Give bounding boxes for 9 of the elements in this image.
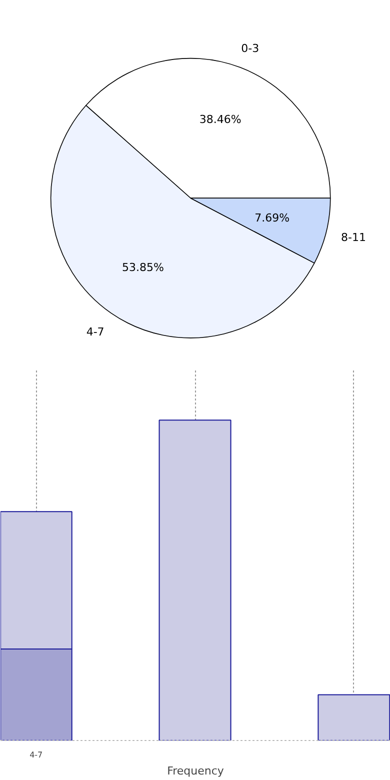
data-label: 7.69% xyxy=(254,212,290,225)
bar xyxy=(158,420,232,740)
bar xyxy=(318,694,390,740)
x-axis-title: Frequency xyxy=(167,764,224,778)
slice-label: 0-3 xyxy=(241,42,260,55)
data-label: 53.85% xyxy=(122,260,164,274)
slice-label: 8-11 xyxy=(340,231,366,244)
slice-label: 4-7 xyxy=(86,325,104,338)
data-label: 38.46% xyxy=(199,112,242,126)
